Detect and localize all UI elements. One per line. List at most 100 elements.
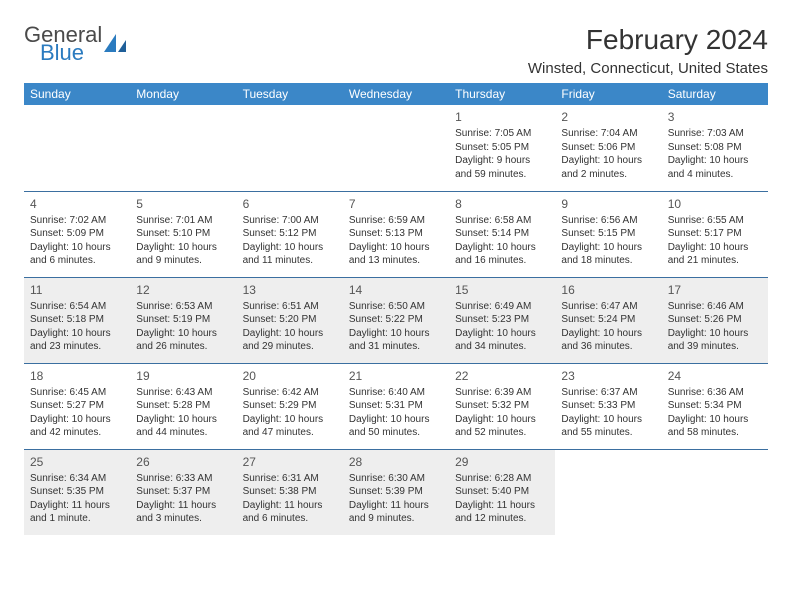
daylight-text: Daylight: 10 hours and 55 minutes.	[561, 413, 655, 440]
sunrise-text: Sunrise: 6:36 AM	[668, 386, 762, 400]
calendar-day: 21Sunrise: 6:40 AMSunset: 5:31 PMDayligh…	[343, 363, 449, 449]
daylight-text: Daylight: 10 hours and 18 minutes.	[561, 241, 655, 268]
sunrise-text: Sunrise: 6:55 AM	[668, 214, 762, 228]
calendar-day: 8 Sunrise: 6:58 AMSunset: 5:14 PMDaylight…	[449, 191, 555, 277]
calendar-empty	[24, 105, 130, 191]
day-number: 4	[30, 196, 124, 212]
sunset-text: Sunset: 5:32 PM	[455, 399, 549, 413]
sunrise-text: Sunrise: 6:59 AM	[349, 214, 443, 228]
month-title: February 2024	[528, 24, 768, 56]
calendar-day: 6Sunrise: 7:00 AMSunset: 5:12 PMDaylight…	[237, 191, 343, 277]
calendar-empty	[237, 105, 343, 191]
daylight-text: Daylight: 11 hours and 1 minute.	[30, 499, 124, 526]
day-number: 11	[30, 282, 124, 298]
daylight-text: Daylight: 10 hours and 4 minutes.	[668, 154, 762, 181]
sunrise-text: Sunrise: 6:46 AM	[668, 300, 762, 314]
calendar-day: 4Sunrise: 7:02 AMSunset: 5:09 PMDaylight…	[24, 191, 130, 277]
calendar-day: 11Sunrise: 6:54 AMSunset: 5:18 PMDayligh…	[24, 277, 130, 363]
sunset-text: Sunset: 5:39 PM	[349, 485, 443, 499]
sunrise-text: Sunrise: 6:54 AM	[30, 300, 124, 314]
daylight-text: Daylight: 10 hours and 13 minutes.	[349, 241, 443, 268]
sunrise-text: Sunrise: 6:47 AM	[561, 300, 655, 314]
daylight-text: Daylight: 11 hours and 3 minutes.	[136, 499, 230, 526]
sunset-text: Sunset: 5:10 PM	[136, 227, 230, 241]
calendar-day: 24Sunrise: 6:36 AMSunset: 5:34 PMDayligh…	[662, 363, 768, 449]
day-number: 3	[668, 109, 762, 125]
location: Winsted, Connecticut, United States	[528, 60, 768, 77]
sunrise-text: Sunrise: 6:40 AM	[349, 386, 443, 400]
daylight-text: Daylight: 10 hours and 21 minutes.	[668, 241, 762, 268]
daylight-text: Daylight: 10 hours and 52 minutes.	[455, 413, 549, 440]
calendar-day: 22Sunrise: 6:39 AMSunset: 5:32 PMDayligh…	[449, 363, 555, 449]
calendar-day: 16Sunrise: 6:47 AMSunset: 5:24 PMDayligh…	[555, 277, 661, 363]
sunrise-text: Sunrise: 7:03 AM	[668, 127, 762, 141]
calendar-day: 12Sunrise: 6:53 AMSunset: 5:19 PMDayligh…	[130, 277, 236, 363]
calendar-day: 28Sunrise: 6:30 AMSunset: 5:39 PMDayligh…	[343, 449, 449, 535]
calendar-day: 14Sunrise: 6:50 AMSunset: 5:22 PMDayligh…	[343, 277, 449, 363]
daylight-text: Daylight: 10 hours and 50 minutes.	[349, 413, 443, 440]
sunset-text: Sunset: 5:08 PM	[668, 141, 762, 155]
calendar-table: SundayMondayTuesdayWednesdayThursdayFrid…	[24, 83, 768, 535]
daylight-text: Daylight: 10 hours and 34 minutes.	[455, 327, 549, 354]
sunrise-text: Sunrise: 6:43 AM	[136, 386, 230, 400]
day-number: 18	[30, 368, 124, 384]
day-number: 2	[561, 109, 655, 125]
sunrise-text: Sunrise: 7:04 AM	[561, 127, 655, 141]
daylight-text: Daylight: 10 hours and 36 minutes.	[561, 327, 655, 354]
daylight-text: Daylight: 10 hours and 47 minutes.	[243, 413, 337, 440]
daylight-text: Daylight: 10 hours and 39 minutes.	[668, 327, 762, 354]
day-number: 15	[455, 282, 549, 298]
header: General Blue February 2024 Winsted, Conn…	[24, 24, 768, 77]
day-number: 5	[136, 196, 230, 212]
day-number: 10	[668, 196, 762, 212]
day-number: 27	[243, 454, 337, 470]
day-number: 26	[136, 454, 230, 470]
sunset-text: Sunset: 5:14 PM	[455, 227, 549, 241]
calendar-day: 25 Sunrise: 6:34 AMSunset: 5:35 PMDayligh…	[24, 449, 130, 535]
sunset-text: Sunset: 5:18 PM	[30, 313, 124, 327]
calendar-day: 3 Sunrise: 7:03 AMSunset: 5:08 PMDaylight…	[662, 105, 768, 191]
daylight-text: Daylight: 10 hours and 58 minutes.	[668, 413, 762, 440]
sunset-text: Sunset: 5:28 PM	[136, 399, 230, 413]
day-number: 6	[243, 196, 337, 212]
daylight-text: Daylight: 10 hours and 11 minutes.	[243, 241, 337, 268]
title-block: February 2024 Winsted, Connecticut, Unit…	[528, 24, 768, 77]
daylight-text: Daylight: 10 hours and 44 minutes.	[136, 413, 230, 440]
calendar-day: 2Sunrise: 7:04 AMSunset: 5:06 PMDaylight…	[555, 105, 661, 191]
sunrise-text: Sunrise: 6:58 AM	[455, 214, 549, 228]
calendar-day: 10Sunrise: 6:55 AMSunset: 5:17 PMDayligh…	[662, 191, 768, 277]
calendar-day: 18Sunrise: 6:45 AMSunset: 5:27 PMDayligh…	[24, 363, 130, 449]
sunset-text: Sunset: 5:33 PM	[561, 399, 655, 413]
sunrise-text: Sunrise: 6:53 AM	[136, 300, 230, 314]
sunset-text: Sunset: 5:34 PM	[668, 399, 762, 413]
logo-sail-icon	[102, 32, 128, 58]
sunset-text: Sunset: 5:15 PM	[561, 227, 655, 241]
daylight-text: Daylight: 10 hours and 29 minutes.	[243, 327, 337, 354]
daylight-text: Daylight: 10 hours and 16 minutes.	[455, 241, 549, 268]
calendar-day: 20Sunrise: 6:42 AMSunset: 5:29 PMDayligh…	[237, 363, 343, 449]
sunset-text: Sunset: 5:23 PM	[455, 313, 549, 327]
calendar-day: 26Sunrise: 6:33 AMSunset: 5:37 PMDayligh…	[130, 449, 236, 535]
sunset-text: Sunset: 5:27 PM	[30, 399, 124, 413]
day-number: 8	[455, 196, 549, 212]
sunset-text: Sunset: 5:35 PM	[30, 485, 124, 499]
sunset-text: Sunset: 5:40 PM	[455, 485, 549, 499]
logo: General Blue	[24, 24, 128, 64]
sunset-text: Sunset: 5:26 PM	[668, 313, 762, 327]
day-number: 25	[30, 454, 124, 470]
day-number: 17	[668, 282, 762, 298]
day-number: 13	[243, 282, 337, 298]
sunset-text: Sunset: 5:06 PM	[561, 141, 655, 155]
calendar-empty	[555, 449, 661, 535]
sunrise-text: Sunrise: 6:34 AM	[30, 472, 124, 486]
day-header: Wednesday	[343, 83, 449, 105]
sunrise-text: Sunrise: 6:33 AM	[136, 472, 230, 486]
sunset-text: Sunset: 5:24 PM	[561, 313, 655, 327]
sunset-text: Sunset: 5:05 PM	[455, 141, 549, 155]
daylight-text: Daylight: 10 hours and 42 minutes.	[30, 413, 124, 440]
day-header: Saturday	[662, 83, 768, 105]
calendar-day: 17 Sunrise: 6:46 AMSunset: 5:26 PMDayligh…	[662, 277, 768, 363]
sunrise-text: Sunrise: 6:51 AM	[243, 300, 337, 314]
sunset-text: Sunset: 5:12 PM	[243, 227, 337, 241]
calendar-week: 1Sunrise: 7:05 AMSunset: 5:05 PMDaylight…	[24, 105, 768, 191]
